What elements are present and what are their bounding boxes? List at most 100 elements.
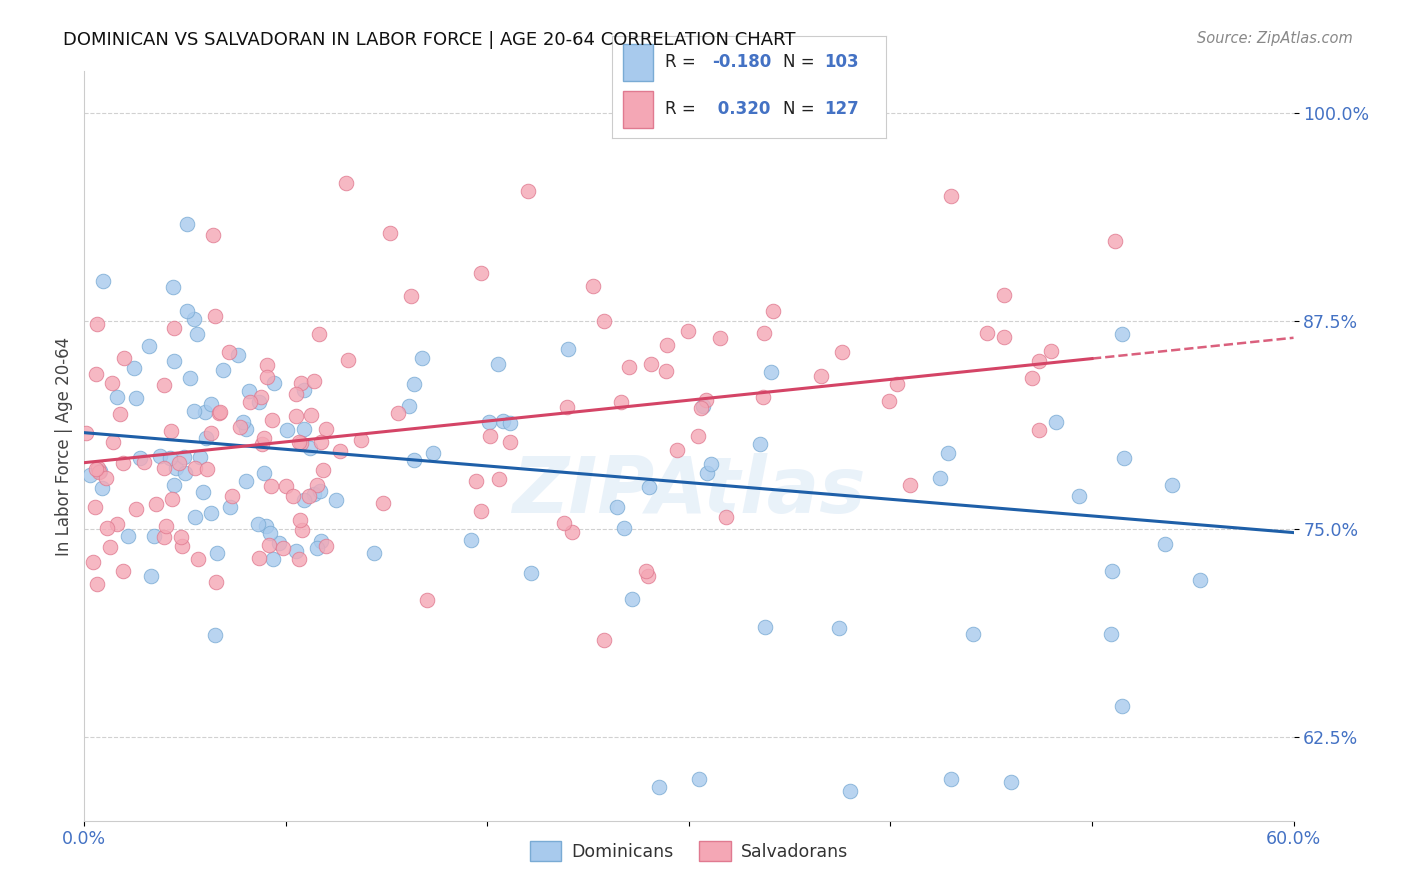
Point [752, 326, 775, 341]
Point [465, 474, 488, 488]
Point [184, 509, 207, 524]
Point [218, 500, 240, 514]
Point [238, 384, 260, 398]
Point [936, 446, 959, 460]
Point [143, 529, 166, 543]
Point [288, 552, 311, 566]
Point [183, 404, 205, 418]
Point [90, 481, 112, 495]
Point [218, 344, 240, 359]
Point [939, 772, 962, 786]
Point [250, 436, 273, 450]
Point [640, 357, 662, 371]
Point [188, 450, 211, 464]
Point [96, 521, 118, 535]
Text: 0.320: 0.320 [711, 100, 770, 118]
Point [129, 451, 152, 466]
Point [247, 551, 270, 566]
Point [488, 472, 510, 486]
Point [401, 288, 423, 302]
Point [200, 506, 222, 520]
Point [520, 566, 543, 580]
Point [205, 546, 228, 560]
Point [617, 360, 640, 375]
Point [292, 422, 315, 436]
Point [637, 569, 659, 583]
Point [613, 521, 636, 535]
Point [152, 460, 174, 475]
Point [83, 500, 105, 515]
Point [285, 409, 308, 423]
Point [172, 539, 194, 553]
Legend: Dominicans, Salvadorans: Dominicans, Salvadorans [523, 834, 855, 868]
Point [1040, 343, 1063, 358]
Point [666, 443, 689, 458]
Point [252, 467, 274, 481]
Point [648, 780, 671, 795]
Point [700, 457, 723, 471]
Point [163, 320, 186, 334]
Point [159, 451, 181, 466]
Point [363, 546, 385, 560]
Point [98, 540, 121, 554]
Point [235, 474, 257, 488]
Point [686, 428, 709, 442]
Point [748, 437, 770, 451]
Point [1160, 478, 1182, 492]
Point [208, 406, 231, 420]
Point [75, 426, 97, 441]
Point [516, 184, 538, 198]
Point [288, 513, 311, 527]
Text: R =: R = [665, 53, 696, 70]
Point [898, 477, 921, 491]
Point [276, 423, 298, 437]
Point [499, 434, 522, 449]
Point [657, 337, 679, 351]
Point [267, 536, 290, 550]
Point [263, 376, 285, 390]
Point [105, 390, 128, 404]
Point [1111, 698, 1133, 713]
Point [204, 309, 226, 323]
Point [305, 541, 328, 556]
Point [592, 632, 614, 647]
Point [716, 509, 738, 524]
Point [204, 574, 226, 589]
Point [378, 227, 401, 241]
Point [250, 390, 273, 404]
Point [287, 434, 309, 449]
Point [232, 415, 254, 429]
Point [1045, 415, 1067, 429]
Point [112, 351, 135, 365]
Point [411, 351, 433, 365]
Text: 127: 127 [824, 100, 859, 118]
Point [105, 516, 128, 531]
Point [335, 176, 357, 190]
Point [298, 442, 321, 456]
Point [371, 496, 394, 510]
FancyBboxPatch shape [623, 91, 652, 128]
Point [592, 314, 614, 328]
Point [226, 348, 249, 362]
Point [609, 394, 631, 409]
Point [993, 288, 1015, 302]
Point [262, 413, 284, 427]
Point [309, 533, 332, 548]
Point [84, 367, 107, 381]
Point [561, 524, 583, 539]
Point [256, 358, 278, 372]
Point [478, 415, 501, 429]
Point [163, 478, 186, 492]
Point [553, 516, 575, 530]
Point [176, 304, 198, 318]
Point [191, 484, 214, 499]
Point [187, 551, 209, 566]
Point [692, 399, 714, 413]
Point [337, 353, 360, 368]
Point [163, 353, 186, 368]
Point [82, 555, 104, 569]
Point [620, 591, 643, 606]
Point [486, 357, 509, 371]
Point [759, 365, 782, 379]
Point [200, 425, 222, 440]
